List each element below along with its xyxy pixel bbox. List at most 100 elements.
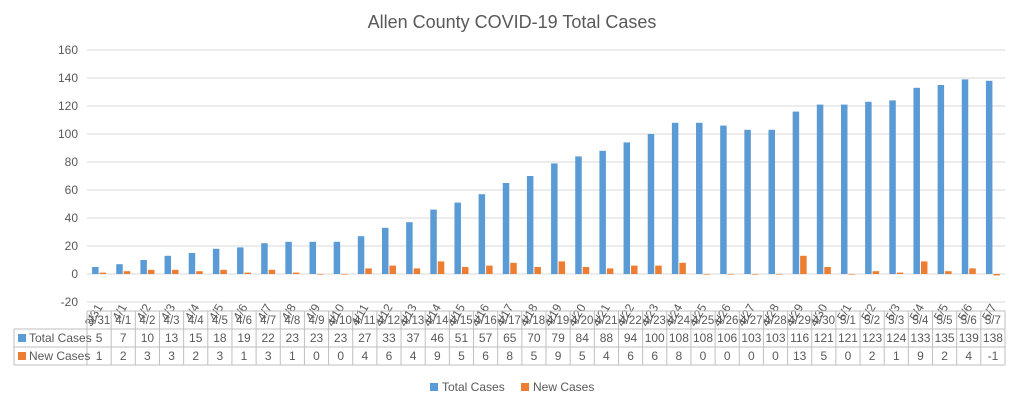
table-cell: 4 [603,349,610,363]
table-header-cell: 4/20 [571,315,593,327]
bar-total-cases [599,150,606,274]
table-cell: 65 [503,331,517,345]
table-cell: 6 [482,349,489,363]
bar-new-cases [848,274,855,275]
table-cell: 124 [886,331,906,345]
bar-total-cases [285,241,292,274]
bar-total-cases [309,241,316,274]
table-header-cell: 4/28 [764,315,786,327]
bar-new-cases [534,267,541,274]
table-cell: 8 [506,349,513,363]
table-header-cell: 5/7 [985,315,1001,327]
table-cell: 3 [168,349,175,363]
bar-new-cases [969,268,976,274]
table-header-cell: 4/1 [115,315,131,327]
table-cell: 5 [458,349,465,363]
table-header-cell: 4/2 [139,315,155,327]
table-cell: 121 [838,331,858,345]
table-header-cell: 4/13 [402,315,424,327]
bar-new-cases [945,271,952,274]
bar-total-cases [261,243,268,274]
table-cell: 2 [120,349,127,363]
bar-total-cases [116,264,123,274]
table-header-cell: 4/11 [354,315,376,327]
bar-total-cases [889,100,896,275]
bar-new-cases [413,268,421,274]
bar-new-cases [558,261,566,274]
table-cell: 79 [551,331,565,345]
bar-new-cases [679,262,686,274]
legend-label: Total Cases [442,380,505,394]
table-cell: 23 [334,331,348,345]
table-cell: 3 [217,349,224,363]
table-cell: 103 [741,331,761,345]
bar-total-cases [623,142,631,274]
bar-total-cases [840,104,848,274]
bar-total-cases [430,209,437,274]
table-cell: 9 [917,349,924,363]
table-cell: 2 [869,349,876,363]
bar-total-cases [140,260,147,274]
table-cell: 0 [313,349,320,363]
table-row-key [18,352,26,360]
table-header-cell: 4/23 [644,315,666,327]
bar-new-cases [196,271,203,274]
table-cell: 106 [717,331,737,345]
bar-total-cases [575,156,582,274]
table-cell: 13 [165,331,179,345]
bar-total-cases [526,176,534,274]
table-cell: 0 [772,349,779,363]
y-tick-label: 40 [65,211,79,225]
table-cell: 5 [579,349,586,363]
table-row-label: New Cases [29,349,90,363]
bar-new-cases [582,267,590,274]
table-header-cell: 4/10 [329,315,351,327]
bar-new-cases [824,267,831,274]
bar-new-cases [341,274,348,275]
table-header-cell: 4/8 [284,315,300,327]
bar-total-cases [92,267,99,274]
y-tick-label: 100 [58,127,78,141]
bar-new-cases [510,262,517,274]
table-cell: 70 [527,331,541,345]
table-cell: 5 [96,331,103,345]
table-cell: 0 [337,349,344,363]
table-cell: 9 [555,349,562,363]
table-header-cell: 4/18 [523,315,545,327]
chart-title: Allen County COVID-19 Total Cases [368,12,657,32]
bar-new-cases [365,268,372,274]
bar-total-cases [551,163,558,274]
table-header-cell: 4/15 [450,315,472,327]
legend-swatch [430,383,438,391]
table-header-cell: 4/4 [188,315,205,327]
table-cell: 3 [265,349,272,363]
table-cell: 6 [386,349,393,363]
bar-new-cases [800,255,807,274]
table-cell: 8 [676,349,683,363]
table-cell: 22 [262,331,276,345]
bar-total-cases [696,122,703,274]
table-header-cell: 4/25 [692,315,714,327]
bar-new-cases [99,272,107,274]
bar-total-cases [816,104,824,274]
table-cell: 88 [600,331,614,345]
table-cell: 9 [434,349,441,363]
table-header-cell: 5/1 [840,315,856,327]
table-cell: 6 [651,349,658,363]
bar-total-cases [406,222,413,274]
table-cell: 139 [959,331,979,345]
table-header-cell: 5/2 [864,315,880,327]
table-cell: 19 [237,331,251,345]
bar-new-cases [317,274,324,275]
table-cell: 116 [790,331,809,345]
table-cell: 13 [793,349,807,363]
table-cell: 1 [289,349,296,363]
table-header-cell: 4/24 [668,315,691,327]
bar-total-cases [478,194,486,274]
bar-total-cases [744,129,751,274]
table-header-cell: 4/9 [309,315,325,327]
table-cell: 1 [241,349,248,363]
table-header-cell: 4/19 [547,315,569,327]
y-tick-label: -20 [61,295,79,309]
